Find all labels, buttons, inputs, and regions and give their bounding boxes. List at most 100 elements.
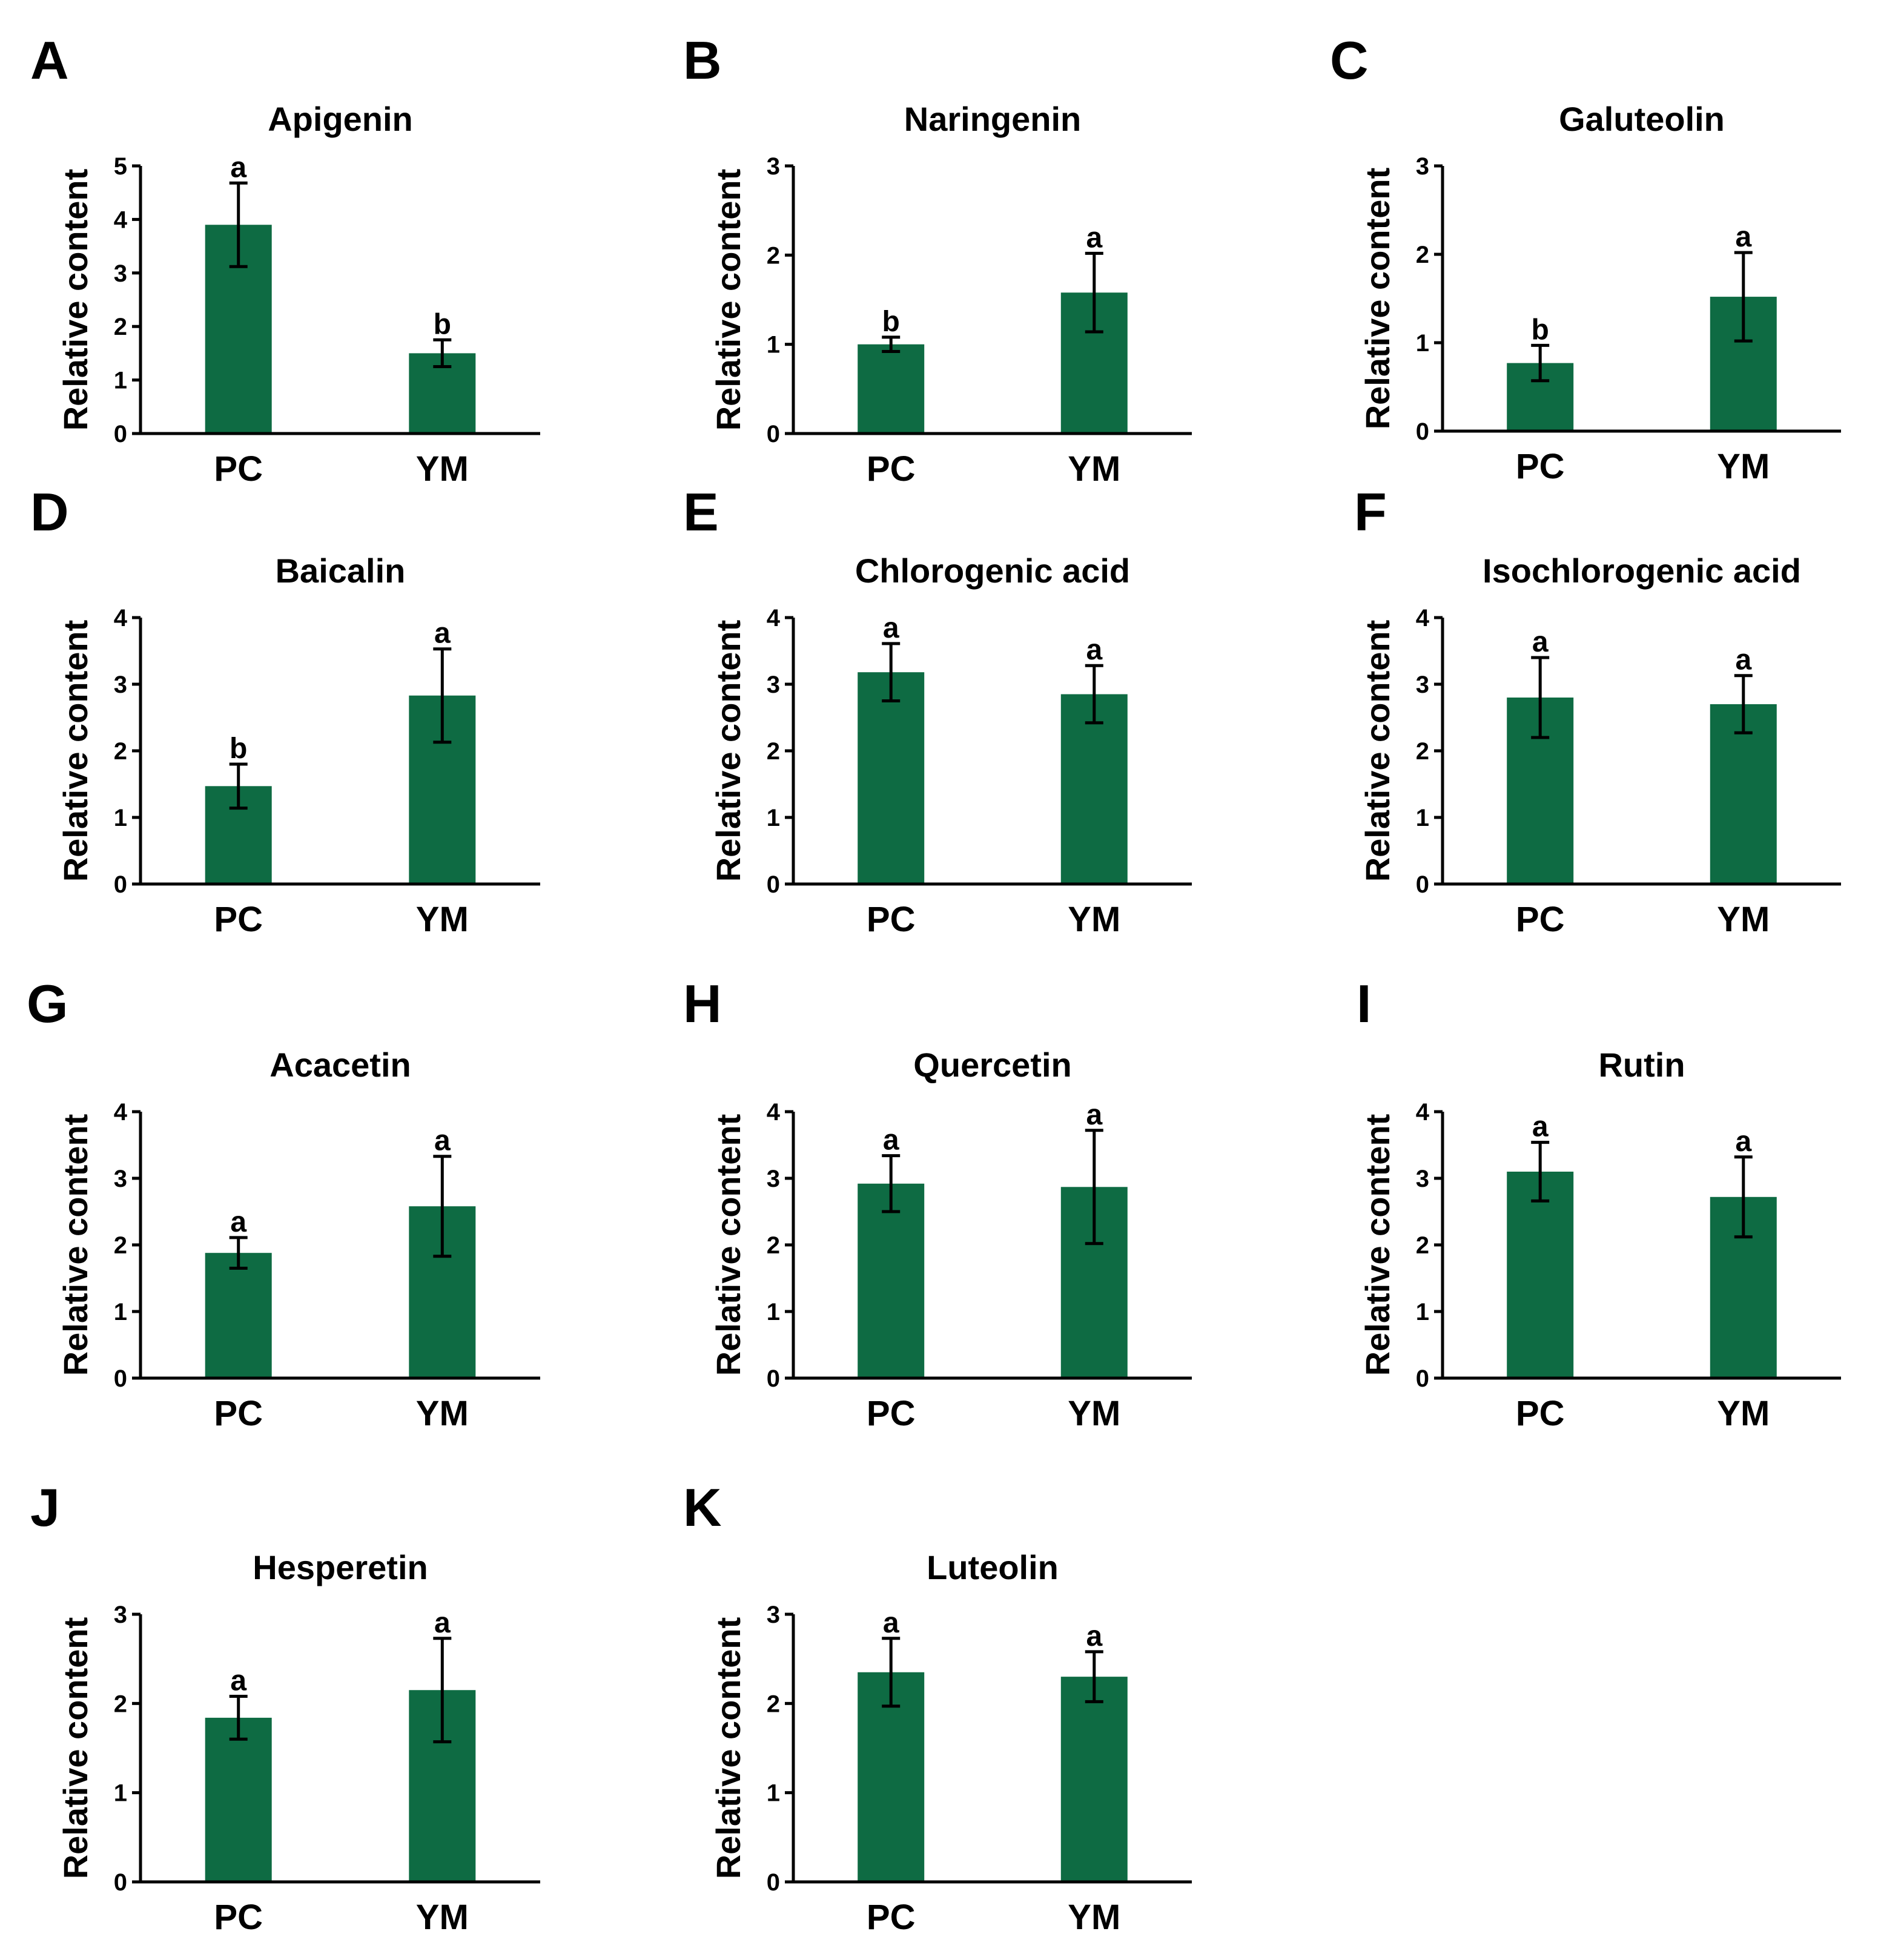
chart-title: Isochlorogenic acid — [1483, 552, 1801, 590]
x-tick-label: PC — [1516, 447, 1565, 486]
x-tick-label: YM — [416, 449, 469, 489]
y-tick-label: 1 — [767, 1299, 780, 1325]
chart-panel-f: F Isochlorogenic acid Relative content a PC a… — [1354, 482, 1841, 939]
y-tick-label: 3 — [114, 260, 127, 287]
x-tick-label: PC — [867, 1394, 916, 1433]
chart-panel-k: K Luteolin Relative content a PC a YM 0 1 2 3 — [683, 1477, 1192, 1937]
panel-letter: E — [683, 482, 719, 542]
y-tick-label: 3 — [114, 1166, 127, 1192]
error-bar-pc — [229, 181, 248, 268]
chart-title: Naringenin — [904, 100, 1081, 138]
y-tick-label: 0 — [767, 1365, 780, 1392]
chart-panel-i: I Rutin Relative content a PC a YM 0 1 2 3 4 — [1357, 974, 1841, 1433]
y-tick-label: 4 — [114, 605, 128, 632]
y-tick-label: 0 — [114, 1365, 127, 1392]
y-tick-label: 1 — [114, 368, 127, 394]
y-tick-label: 2 — [114, 738, 127, 765]
y-tick-label: 4 — [1416, 1099, 1430, 1126]
y-tick-label: 1 — [114, 1780, 127, 1807]
significance-label: a — [1086, 1099, 1102, 1131]
y-tick-label: 0 — [114, 871, 127, 898]
x-tick-label: PC — [867, 449, 916, 489]
x-tick-label: YM — [416, 1898, 469, 1937]
significance-label: b — [230, 733, 247, 765]
bar-pc — [858, 344, 925, 434]
y-axis-title: Relative content — [1358, 620, 1397, 882]
x-tick-label: PC — [214, 1898, 263, 1937]
chart-panel-a: A Apigenin Relative content a PC b YM 0 1 2 3 4 5 — [30, 30, 540, 489]
significance-label: a — [1532, 626, 1549, 658]
error-bar-pc — [1531, 343, 1550, 383]
chart-panel-g: G Acacetin Relative content a PC a YM 0 1 2 3 4 — [27, 974, 540, 1433]
y-tick-label: 2 — [767, 738, 780, 765]
y-tick-label: 4 — [767, 605, 781, 632]
error-bar-ym — [433, 1155, 452, 1258]
x-tick-label: PC — [1516, 900, 1565, 939]
panel-letter: B — [683, 30, 722, 90]
x-tick-label: PC — [867, 1898, 916, 1937]
x-tick-label: YM — [1717, 447, 1770, 486]
y-tick-label: 1 — [114, 805, 127, 831]
error-bar-ym — [433, 338, 452, 368]
bar-pc — [205, 1253, 272, 1378]
y-axis-title: Relative content — [709, 620, 747, 882]
y-axis-title: Relative content — [56, 1617, 94, 1879]
panel-letter: H — [683, 974, 722, 1034]
y-tick-label: 3 — [1416, 671, 1429, 698]
chart-panel-e: E Chlorogenic acid Relative content a PC a YM 0… — [683, 482, 1192, 939]
error-bar-pc — [882, 642, 901, 702]
significance-label: a — [230, 151, 246, 183]
significance-label: a — [434, 618, 451, 650]
error-bar-ym — [433, 647, 452, 744]
y-tick-label: 1 — [1416, 330, 1429, 357]
significance-label: a — [1735, 221, 1751, 253]
x-tick-label: YM — [1717, 1394, 1770, 1433]
bar-pc — [858, 672, 925, 884]
significance-label: a — [230, 1206, 246, 1238]
chart-panel-c: C Galuteolin Relative content b PC a YM 0 1 2 3 — [1330, 30, 1841, 486]
error-bar-ym — [1085, 251, 1103, 334]
error-bar-ym — [1734, 1155, 1753, 1239]
y-tick-label: 0 — [1416, 418, 1429, 445]
significance-label: a — [883, 1124, 899, 1157]
error-bar-pc — [229, 1236, 248, 1270]
x-tick-label: YM — [1068, 449, 1120, 489]
y-axis-title: Relative content — [1358, 1114, 1397, 1376]
chart-title: Chlorogenic acid — [855, 552, 1130, 590]
y-tick-label: 2 — [114, 1232, 127, 1259]
y-tick-label: 0 — [1416, 1365, 1429, 1392]
panel-letter: G — [27, 974, 68, 1034]
panel-letter: C — [1330, 30, 1369, 90]
chart-title: Apigenin — [268, 100, 413, 138]
error-bar-pc — [882, 1154, 901, 1213]
significance-label: b — [434, 308, 451, 340]
chart-panel-b: B Naringenin Relative content b PC a YM 0 1 2 3 — [683, 30, 1192, 489]
error-bar-pc — [1531, 656, 1550, 739]
chart-title: Luteolin — [927, 1548, 1059, 1586]
y-tick-label: 2 — [1416, 242, 1429, 268]
y-tick-label: 0 — [767, 1869, 780, 1896]
x-tick-label: YM — [1068, 1394, 1120, 1433]
y-tick-label: 0 — [767, 421, 780, 447]
significance-label: a — [1735, 644, 1751, 676]
x-tick-label: YM — [1068, 900, 1120, 939]
y-axis-title: Relative content — [709, 1617, 747, 1879]
significance-label: b — [882, 306, 900, 338]
y-tick-label: 3 — [767, 1166, 780, 1192]
bar-pc — [858, 1183, 925, 1378]
error-bar-pc — [882, 335, 901, 353]
significance-label: a — [434, 1607, 451, 1639]
y-tick-label: 4 — [767, 1099, 781, 1126]
y-tick-label: 2 — [767, 1691, 780, 1717]
x-tick-label: PC — [214, 449, 263, 489]
y-tick-label: 3 — [114, 671, 127, 698]
panel-letter: D — [30, 482, 69, 542]
significance-label: b — [1532, 314, 1549, 346]
bar-pc — [205, 1717, 272, 1882]
y-tick-label: 1 — [1416, 805, 1429, 831]
error-bar-ym — [433, 1637, 452, 1744]
chart-title: Galuteolin — [1559, 100, 1725, 138]
y-tick-label: 3 — [767, 153, 780, 180]
error-bar-ym — [1734, 674, 1753, 734]
